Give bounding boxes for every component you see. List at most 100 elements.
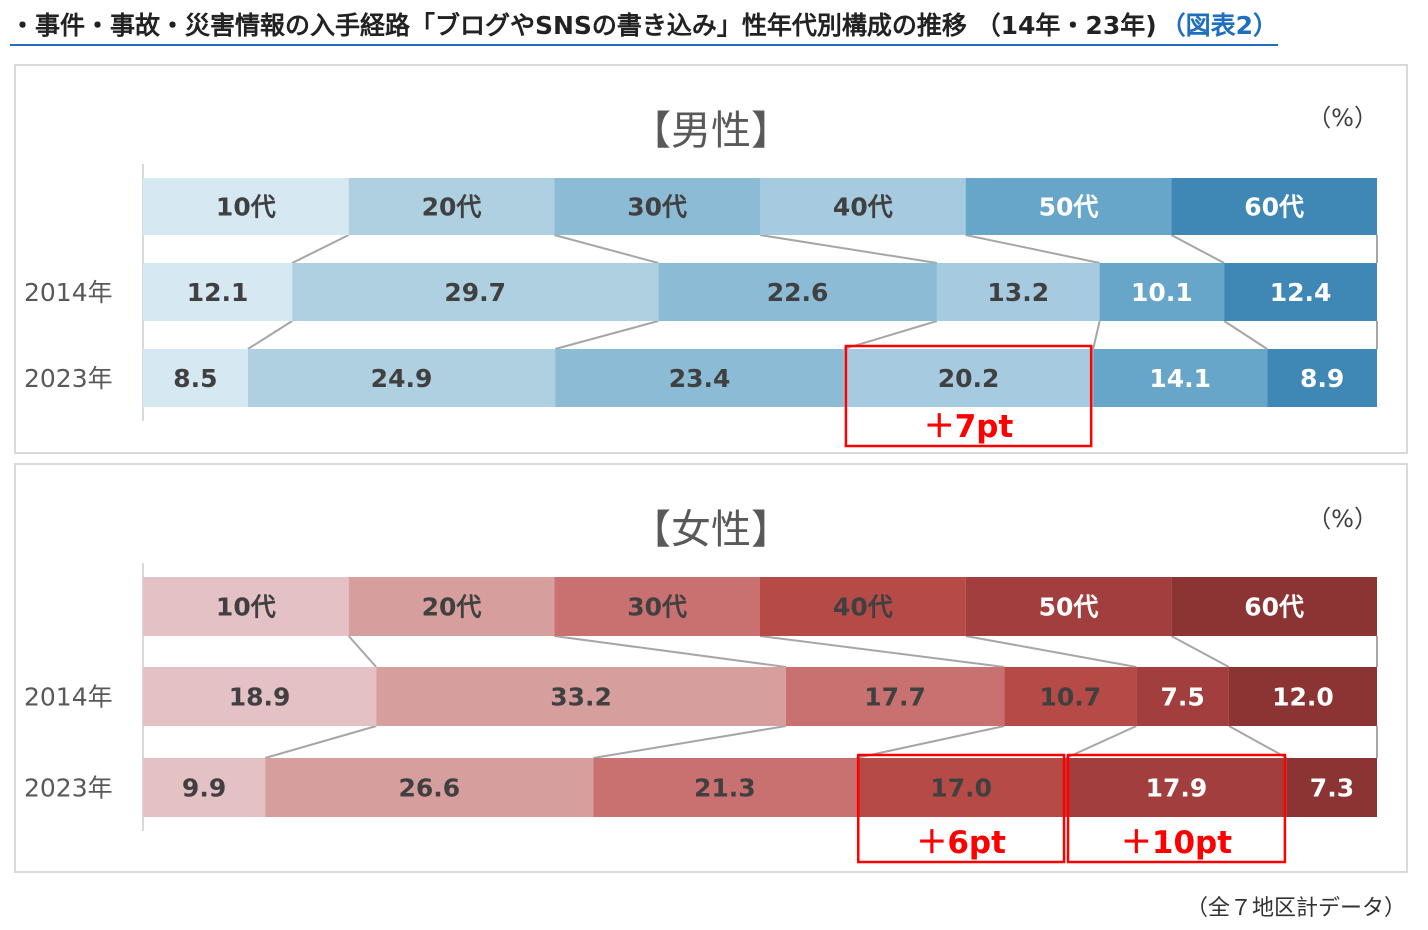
female-category-band-5	[965, 577, 1172, 636]
female-bar-segment-2	[265, 758, 594, 817]
male-bar-segment-5	[1093, 349, 1268, 407]
male-data-label: 8.5	[173, 364, 217, 393]
male-data-label: 10.1	[1131, 278, 1193, 307]
male-bar-segment-3	[555, 349, 844, 407]
male-category-label: 20代	[422, 193, 482, 222]
male-category-label: 30代	[627, 193, 687, 222]
female-data-label: 7.5	[1160, 683, 1204, 712]
female-category-band-2	[348, 577, 555, 636]
female-category-label: 10代	[216, 593, 276, 622]
male-data-label: 12.1	[187, 278, 249, 307]
female-bar-segment-5	[1136, 667, 1229, 726]
male-connector-line	[1170, 234, 1225, 264]
male-data-label: 14.1	[1149, 364, 1211, 393]
female-data-label: 10.7	[1040, 683, 1102, 712]
female-category-band-3	[554, 577, 760, 636]
female-bar-segment-3	[785, 667, 1005, 726]
female-category-label: 40代	[833, 593, 893, 622]
male-bar-segment-5	[1099, 263, 1225, 321]
female-unit-label: （%）	[1307, 505, 1378, 533]
female-data-label: 17.7	[864, 683, 926, 712]
male-chart-panel: 【男性】 （%） 10代 20代 30代 40代 50代 60代 12.1 29.7 22.6 1…	[14, 64, 1408, 454]
male-chart-title: 【男性】	[631, 108, 791, 154]
male-connector-line	[554, 234, 659, 264]
male-connector-line	[247, 320, 293, 350]
male-category-label: 40代	[833, 193, 893, 222]
male-data-label: 22.6	[767, 278, 829, 307]
male-connector-line	[843, 320, 938, 350]
male-connector-line	[291, 234, 350, 264]
female-connector-line	[965, 635, 1137, 668]
female-data-label: 26.6	[398, 774, 460, 803]
male-connector-line	[965, 234, 1100, 264]
female-connector-line	[593, 725, 787, 759]
female-bar-segment-5	[1066, 758, 1287, 817]
female-chart-panel: 【女性】 （%） 10代 20代 30代 40代 50代 60代 18.9 33.2 17.7 1…	[14, 463, 1408, 873]
female-chart-title: 【女性】	[631, 507, 791, 553]
female-bar-segment-6	[1228, 667, 1377, 726]
male-category-label: 10代	[216, 193, 276, 222]
female-data-label: 18.9	[229, 683, 291, 712]
female-bar-segment-4	[856, 758, 1067, 817]
female-category-band-6	[1171, 577, 1377, 636]
female-data-label: 33.2	[550, 683, 612, 712]
female-connector-line	[1065, 725, 1137, 759]
male-bar-segment-3	[658, 263, 937, 321]
female-data-label: 21.3	[694, 774, 756, 803]
male-highlight-box	[844, 344, 1093, 448]
female-connector-line	[759, 635, 1005, 668]
male-year-label: 2023年	[24, 364, 113, 393]
male-connector-line	[554, 320, 659, 350]
male-bar-segment-2	[292, 263, 659, 321]
male-data-label: 24.9	[371, 364, 433, 393]
female-bar-segment-3	[593, 758, 857, 817]
male-year-label: 2014年	[24, 278, 113, 307]
male-bar-segment-6	[1267, 349, 1377, 407]
male-bar-segment-1	[143, 263, 293, 321]
male-bar-segment-4	[936, 263, 1100, 321]
female-data-label: 12.0	[1272, 683, 1334, 712]
male-connector-line	[759, 234, 938, 264]
female-stacked-bar-chart: 10代 20代 30代 40代 50代 60代 18.9 33.2 17.7 10.7 7.5 12.…	[24, 563, 1378, 864]
male-connector-line	[1223, 320, 1268, 350]
female-category-label: 50代	[1039, 593, 1099, 622]
male-data-label: 20.2	[938, 364, 1000, 393]
female-category-label: 30代	[627, 593, 687, 622]
male-data-label: 8.9	[1300, 364, 1344, 393]
female-connector-line	[264, 725, 377, 759]
male-data-label: 12.4	[1270, 278, 1332, 307]
female-bar-segment-2	[376, 667, 786, 726]
figure-link[interactable]: （図表2）	[1160, 11, 1279, 40]
female-data-label: 17.9	[1146, 774, 1208, 803]
female-connector-line	[856, 725, 1005, 759]
male-change-annotation: ＋7pt	[924, 409, 1014, 445]
male-bar-segment-1	[143, 349, 248, 407]
male-category-label: 60代	[1244, 193, 1304, 222]
page-title: ・事件・事故・災害情報の入手経路「ブログやSNSの書き込み」性年代別構成の推移 …	[10, 6, 1279, 46]
male-bar-segment-6	[1224, 263, 1377, 321]
female-connector-line	[1228, 725, 1288, 759]
male-data-label: 29.7	[444, 278, 506, 307]
female-category-band-4	[760, 577, 966, 636]
female-highlight-box	[1066, 753, 1287, 864]
male-bar-segment-4	[843, 349, 1094, 407]
male-category-label: 50代	[1039, 193, 1099, 222]
female-data-label: 9.9	[182, 774, 226, 803]
female-category-label: 60代	[1244, 593, 1304, 622]
male-unit-label: （%）	[1307, 104, 1378, 132]
male-bar-segment-2	[247, 349, 556, 407]
female-connector-line	[347, 635, 377, 668]
female-year-label: 2023年	[24, 774, 113, 803]
male-category-band-5	[965, 178, 1172, 235]
female-highlight-box	[857, 753, 1066, 864]
male-connector-line	[1092, 320, 1101, 350]
male-data-label: 23.4	[669, 364, 731, 393]
title-main: ・事件・事故・災害情報の入手経路「ブログやSNSの書き込み」性年代別構成の推移 …	[10, 11, 1157, 40]
female-change-annotation: ＋6pt	[916, 825, 1006, 861]
female-bar-segment-1	[143, 758, 266, 817]
female-connector-line	[1170, 635, 1230, 668]
female-bar-segment-4	[1004, 667, 1137, 726]
male-category-band-4	[760, 178, 966, 235]
female-category-band-1	[143, 577, 349, 636]
male-category-band-2	[348, 178, 555, 235]
